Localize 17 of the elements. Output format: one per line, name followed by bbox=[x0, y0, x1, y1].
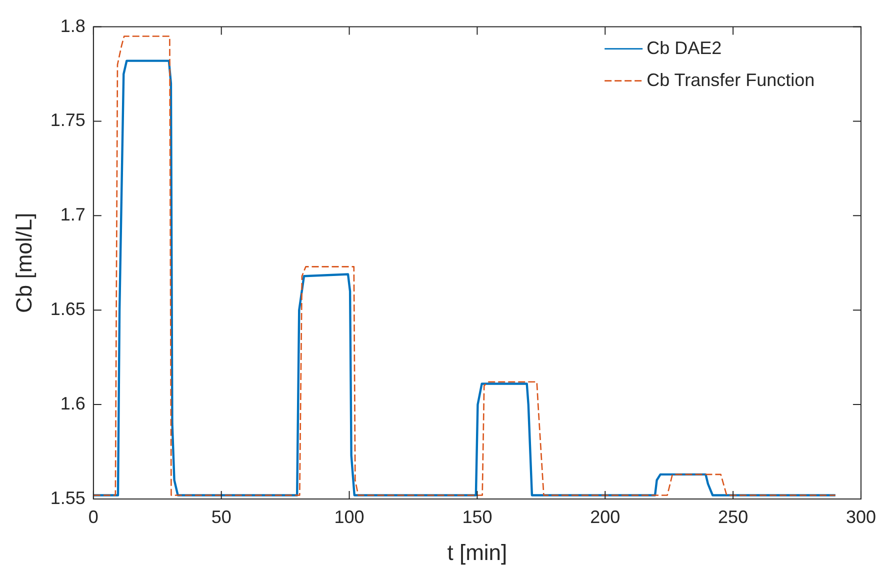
x-tick-label: 150 bbox=[462, 506, 492, 527]
x-tick-label: 300 bbox=[846, 506, 876, 527]
legend-label: Cb Transfer Function bbox=[646, 70, 815, 90]
x-tick-label: 250 bbox=[718, 506, 748, 527]
y-tick-label: 1.8 bbox=[60, 16, 86, 36]
y-tick-label: 1.65 bbox=[50, 299, 86, 320]
x-tick-label: 100 bbox=[334, 506, 364, 527]
y-tick-label: 1.6 bbox=[60, 394, 86, 414]
y-tick-label: 1.75 bbox=[50, 110, 86, 130]
legend-label: Cb DAE2 bbox=[646, 38, 722, 58]
x-tick-label: 50 bbox=[211, 506, 232, 527]
x-axis-title: t [min] bbox=[447, 540, 508, 565]
y-tick-label: 1.7 bbox=[60, 204, 86, 225]
x-tick-label: 200 bbox=[590, 506, 620, 527]
y-axis-title: Cb [mol/L] bbox=[11, 212, 36, 314]
y-tick-label: 1.55 bbox=[50, 488, 86, 508]
x-tick-label: 0 bbox=[88, 506, 98, 527]
